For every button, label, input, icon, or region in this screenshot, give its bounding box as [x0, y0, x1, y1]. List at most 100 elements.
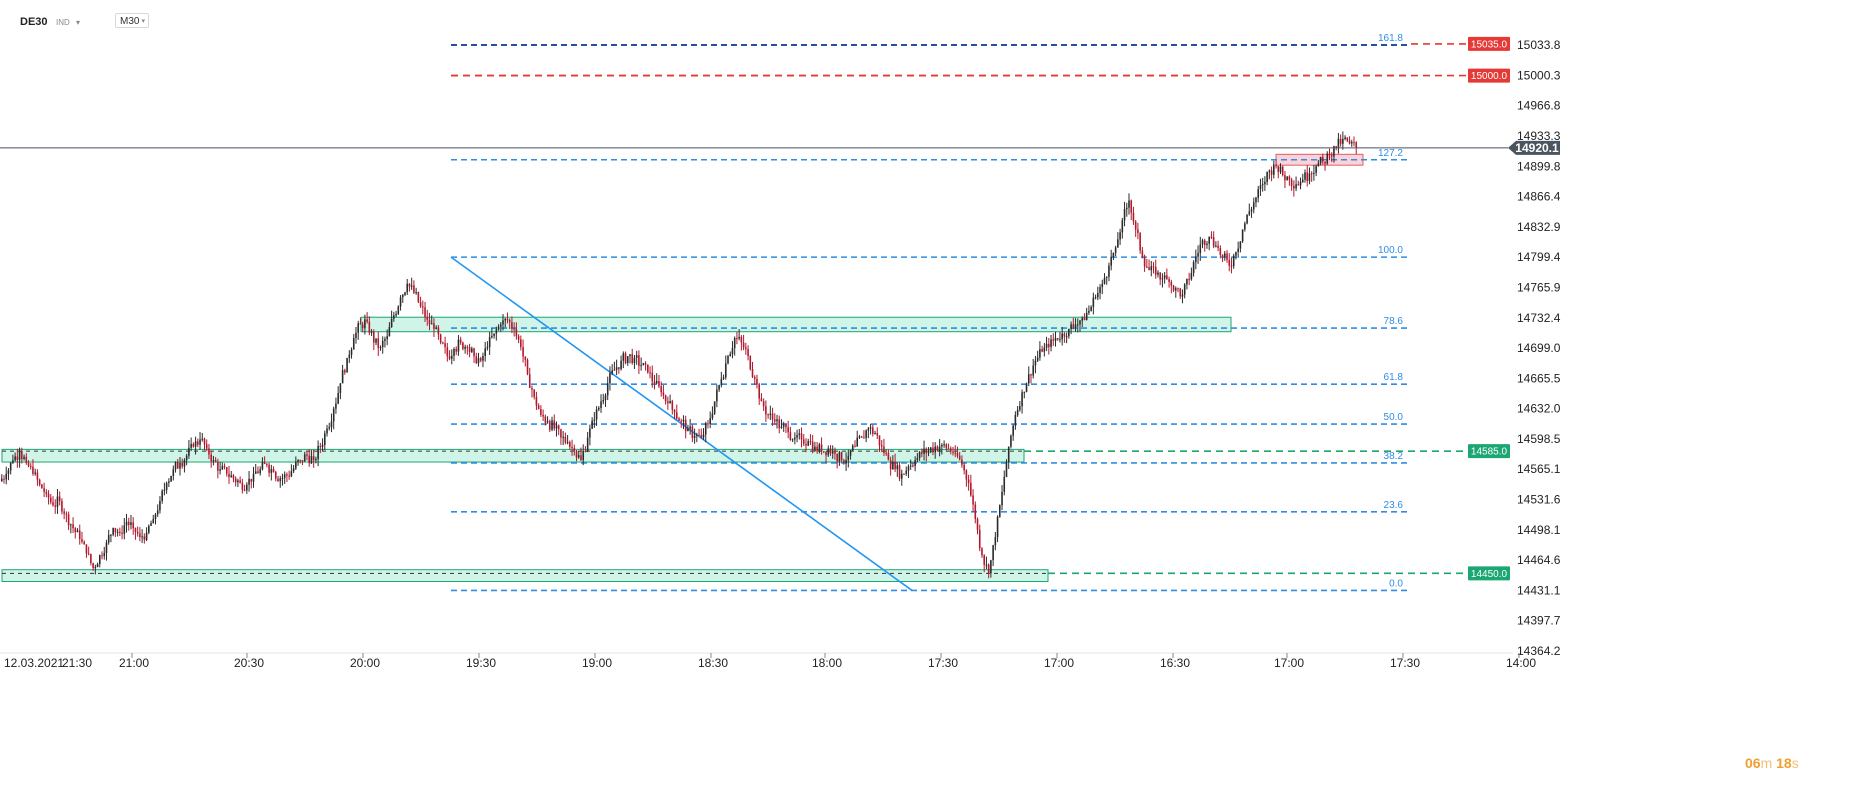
candle-body: [892, 461, 894, 470]
candle-body: [125, 521, 128, 526]
candle-body: [359, 323, 362, 325]
candle-body: [1161, 278, 1164, 280]
breakout-zone-14907: [1275, 153, 1364, 166]
candle-body: [1350, 142, 1353, 144]
candle-body: [814, 446, 816, 451]
candle-body: [638, 355, 640, 366]
candle-body: [132, 522, 135, 529]
y-tick-label: 14464.6: [1517, 553, 1561, 567]
candle-body: [90, 554, 92, 564]
candle-body: [7, 470, 10, 474]
candle-body: [228, 473, 230, 478]
candle-body: [753, 376, 756, 379]
candle-body: [593, 419, 596, 421]
candle-body: [85, 544, 88, 554]
candle-body: [647, 364, 649, 373]
candle-body: [417, 292, 420, 303]
candle-body: [1306, 172, 1309, 182]
candle-body: [1125, 207, 1128, 210]
candle-body: [598, 407, 600, 410]
candle-body: [1112, 252, 1115, 257]
candle-body: [1168, 279, 1170, 282]
candle-body: [941, 444, 943, 447]
candle-body: [208, 448, 210, 455]
candle-body: [1027, 374, 1030, 384]
candle-body: [860, 436, 863, 438]
candle-body: [163, 489, 166, 491]
candle-body: [205, 444, 208, 449]
x-tick-label: 19:30: [466, 656, 496, 670]
candle-body: [704, 423, 707, 435]
candle-body: [829, 448, 832, 454]
candle-body: [949, 448, 952, 452]
candle-body: [996, 516, 999, 538]
candle-body: [23, 456, 25, 460]
candle-body: [214, 460, 217, 462]
candle-body: [190, 444, 192, 448]
candle-body: [323, 433, 326, 445]
candle-body: [791, 439, 794, 441]
candle-body: [47, 493, 50, 498]
candle-body: [778, 419, 781, 429]
y-tick-label: 14799.4: [1517, 250, 1561, 264]
candle-body: [762, 401, 765, 407]
candle-body: [961, 459, 963, 465]
candle-body: [863, 437, 865, 439]
candle-body: [640, 365, 642, 367]
candle-body: [1021, 392, 1023, 407]
candle-body: [787, 427, 789, 433]
y-tick-label: 14665.5: [1517, 371, 1561, 385]
candle-body: [811, 441, 814, 451]
candle-body: [1117, 239, 1119, 248]
candle-body: [130, 522, 132, 525]
candle-body: [785, 424, 787, 428]
candle-body: [70, 524, 72, 526]
candle-body: [161, 490, 163, 501]
candle-body: [81, 538, 83, 542]
candle-body: [32, 466, 34, 474]
candle-body: [600, 401, 602, 408]
candle-body: [272, 469, 275, 472]
price-tag-label: 14450.0: [1471, 569, 1508, 580]
candle-body: [934, 446, 936, 453]
candle-body: [1266, 171, 1268, 182]
symbol-label[interactable]: DE30: [20, 16, 48, 28]
candle-body: [936, 446, 939, 451]
candle-body: [290, 471, 293, 477]
chevron-down-icon[interactable]: ▾: [76, 18, 81, 27]
candle-body: [722, 377, 725, 379]
candle-body: [1012, 425, 1014, 436]
candle-countdown: 06m 18s: [1745, 755, 1799, 771]
candle-body: [317, 446, 319, 460]
candle-body: [3, 478, 5, 480]
candle-body: [716, 389, 718, 402]
candle-body: [909, 465, 912, 467]
candle-body: [373, 331, 375, 343]
candle-body: [1081, 318, 1084, 321]
candle-body: [430, 323, 433, 325]
candle-body: [1270, 170, 1273, 175]
candle-body: [364, 319, 366, 329]
candle-body: [1063, 333, 1066, 337]
timeframe-select[interactable]: M30 ▾: [115, 13, 149, 28]
candle-body: [709, 418, 711, 425]
candle-body: [1328, 153, 1331, 156]
candle-body: [366, 319, 368, 322]
candle-body: [834, 450, 836, 454]
candle-body: [927, 450, 930, 454]
candle-body: [5, 473, 8, 480]
current-price-tag: [1508, 140, 1560, 155]
candle-body: [945, 444, 948, 449]
candle-body: [867, 428, 870, 431]
candle-body: [243, 489, 246, 491]
candle-body: [1203, 240, 1206, 245]
candle-body: [749, 356, 752, 370]
candle-body: [1159, 272, 1161, 280]
candle-body: [174, 462, 177, 470]
candle-body: [1337, 138, 1340, 148]
candle-body: [1039, 349, 1041, 358]
candle-body: [667, 401, 669, 404]
candle-body: [698, 434, 700, 436]
candle-body: [874, 433, 876, 435]
